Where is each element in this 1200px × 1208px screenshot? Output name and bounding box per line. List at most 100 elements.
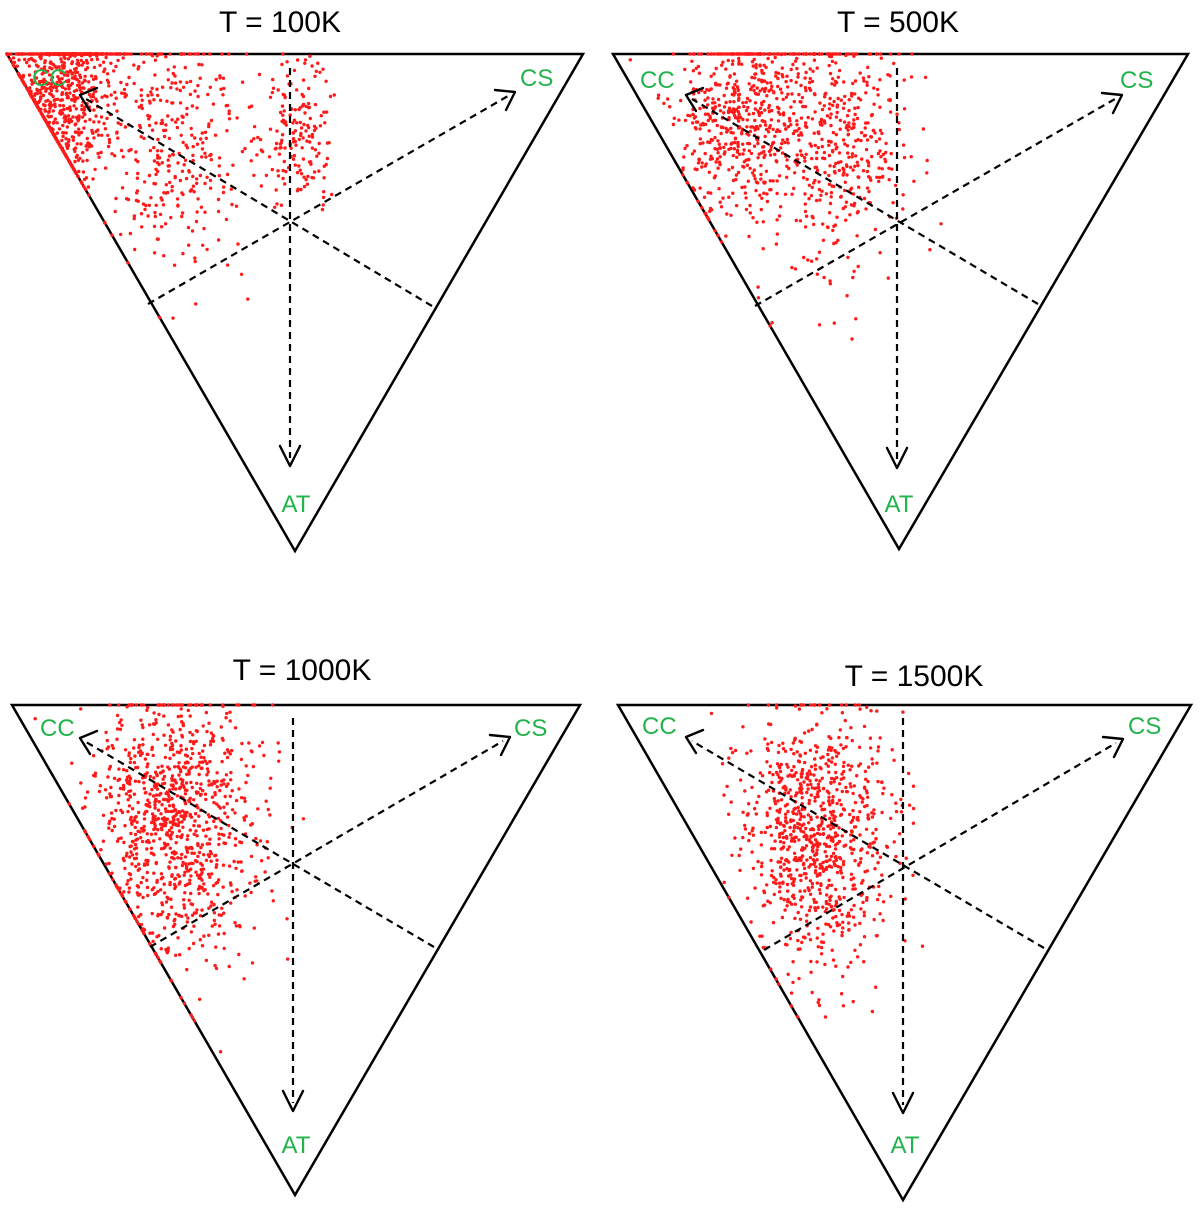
scatter-point [723,150,727,154]
scatter-point [153,210,157,215]
scatter-point [840,772,844,776]
scatter-point [854,317,858,321]
scatter-point [305,139,309,143]
scatter-point [810,185,814,190]
scatter-point [195,181,199,185]
scatter-point [100,133,104,137]
scatter-point [95,52,100,56]
scatter-point [206,872,211,876]
scatter-point [809,703,813,707]
scatter-point [700,205,704,210]
scatter-point [762,63,766,67]
scatter-point [283,182,287,186]
scatter-point [66,114,71,118]
scatter-point [312,124,317,128]
scatter-point [778,807,782,811]
scatter-point [212,779,216,784]
scatter-point [174,841,178,845]
scatter-point [803,76,807,80]
scatter-point [731,191,735,195]
scatter-point [870,811,874,815]
scatter-point [812,52,816,56]
scatter-point [194,219,199,224]
panel-3-axis-cc [85,741,435,948]
panel-1: T = 100K CC CS AT [4,6,586,554]
scatter-point [233,843,238,847]
scatter-point [160,85,165,89]
scatter-point [739,52,743,56]
scatter-point [332,93,336,97]
scatter-point [155,87,159,91]
scatter-point [182,873,186,877]
scatter-point [227,835,231,839]
scatter-point [769,118,774,122]
scatter-point [778,840,783,844]
panel-4-arrow-cc [684,728,705,755]
scatter-point [737,112,741,117]
scatter-point [47,115,51,119]
scatter-point [774,825,779,830]
scatter-point [74,107,79,111]
scatter-point [835,215,839,219]
scatter-point [76,175,80,179]
scatter-point [173,765,177,769]
scatter-point [804,833,808,837]
scatter-point [179,52,184,56]
scatter-point [865,83,869,88]
scatter-point [845,114,850,118]
scatter-point [162,254,166,258]
panel-4-label-cc: CC [642,713,677,740]
scatter-point [123,748,128,752]
scatter-point [756,127,760,131]
scatter-point [276,741,280,745]
panel-2-arrow-at [885,446,909,470]
scatter-point [229,883,233,887]
scatter-point [180,735,185,739]
scatter-point [142,863,147,867]
scatter-point [68,160,72,165]
scatter-point [847,921,851,925]
scatter-point [813,906,817,910]
scatter-point [228,832,232,836]
scatter-point [129,52,133,56]
scatter-point [221,738,225,742]
scatter-point [804,88,808,93]
scatter-point [820,711,824,715]
scatter-point [897,52,901,56]
scatter-point [756,92,761,96]
scatter-point [105,52,109,56]
scatter-point [174,813,178,817]
scatter-point [321,195,326,200]
scatter-point [774,74,778,78]
scatter-point [99,848,103,852]
scatter-point [168,820,172,824]
panel-1-arrow-at [278,444,302,468]
scatter-point [866,160,871,165]
scatter-point [762,191,766,195]
scatter-point [737,92,742,97]
scatter-point [198,938,202,942]
scatter-point [789,1004,793,1008]
scatter-point [887,98,891,102]
scatter-point [215,858,219,862]
scatter-point [837,798,842,802]
scatter-point [167,865,171,869]
scatter-point [302,175,306,179]
scatter-point [20,52,24,56]
scatter-point [864,777,868,781]
scatter-point [790,882,795,886]
scatter-point [206,853,210,857]
scatter-point [175,794,180,798]
scatter-point [162,891,167,895]
scatter-point [741,117,745,122]
scatter-point [182,785,186,790]
scatter-point [795,868,799,872]
scatter-point [789,930,793,935]
scatter-point [751,125,755,129]
scatter-point [783,123,787,127]
scatter-point [190,785,194,790]
scatter-point [846,911,851,915]
scatter-point [846,255,850,260]
scatter-point [807,801,811,806]
scatter-point [259,184,263,188]
